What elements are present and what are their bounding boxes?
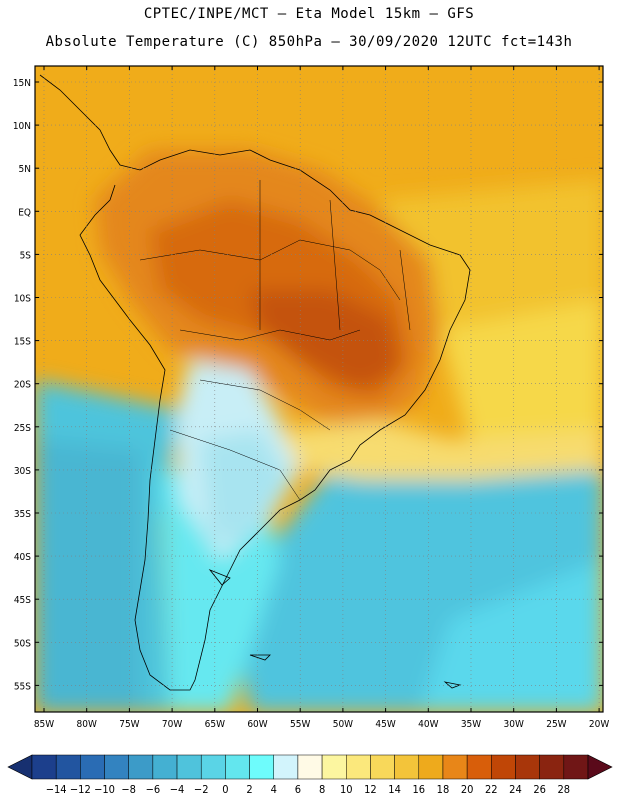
temperature-field bbox=[35, 66, 603, 712]
lon-label: 65W bbox=[205, 719, 225, 730]
lon-label: 75W bbox=[119, 719, 139, 730]
colorbar-label: 2 bbox=[246, 783, 252, 796]
graticule bbox=[35, 66, 603, 712]
plot-frame bbox=[34, 65, 604, 713]
colorbar-swatch bbox=[80, 754, 105, 780]
colorbar-swatch bbox=[515, 754, 540, 780]
colorbar-label: −4 bbox=[170, 783, 185, 796]
colorbar-label: 24 bbox=[509, 783, 522, 796]
colorbar-swatch bbox=[128, 754, 154, 780]
colorbar-swatch bbox=[491, 754, 516, 780]
lat-label: 35S bbox=[14, 509, 31, 520]
colorbar-swatch bbox=[55, 754, 81, 780]
colorbar-over-arrow bbox=[587, 754, 613, 780]
colorbar-label: −14 bbox=[46, 783, 67, 796]
lat-label: 10N bbox=[13, 121, 31, 132]
lon-label: 70W bbox=[162, 719, 182, 730]
colorbar-swatch bbox=[176, 754, 202, 780]
colorbar-label: 6 bbox=[295, 783, 301, 796]
colorbar-swatch bbox=[370, 754, 395, 780]
colorbar-swatch bbox=[273, 754, 299, 780]
lat-label: 15N bbox=[13, 78, 31, 89]
colorbar-label: 26 bbox=[533, 783, 546, 796]
colorbar-under-arrow bbox=[7, 754, 33, 780]
colorbar-swatch bbox=[225, 754, 250, 780]
lon-label: 85W bbox=[34, 719, 54, 730]
colorbar-swatch bbox=[563, 754, 589, 780]
colorbar-label: 20 bbox=[461, 783, 474, 796]
colorbar-label: 18 bbox=[437, 783, 450, 796]
lat-label: 20S bbox=[14, 380, 31, 391]
colorbar-label: −10 bbox=[94, 783, 115, 796]
lon-label: 25W bbox=[546, 719, 566, 730]
lat-label: 30S bbox=[14, 466, 31, 477]
colorbar-label: −8 bbox=[121, 783, 136, 796]
lat-label: 5S bbox=[20, 250, 32, 261]
lat-label: 5N bbox=[19, 164, 31, 175]
colorbar-swatch bbox=[418, 754, 444, 780]
lon-label: 40W bbox=[418, 719, 438, 730]
colorbar-swatch bbox=[31, 754, 57, 780]
lat-label: 45S bbox=[14, 595, 31, 606]
colorbar-label: 12 bbox=[364, 783, 377, 796]
colorbar-label: −12 bbox=[70, 783, 91, 796]
lon-label: 35W bbox=[461, 719, 481, 730]
colorbar-swatch bbox=[297, 754, 323, 780]
colorbar-label: 28 bbox=[558, 783, 571, 796]
colorbar-label: 10 bbox=[340, 783, 353, 796]
lon-label: 20W bbox=[589, 719, 609, 730]
colorbar-label: 16 bbox=[412, 783, 425, 796]
chart-title-line1: CPTEC/INPE/MCT – Eta Model 15km – GFS bbox=[143, 6, 475, 22]
colorbar-label: 0 bbox=[222, 783, 228, 796]
colorbar-swatch bbox=[346, 754, 371, 780]
colorbar-swatch bbox=[104, 754, 129, 780]
colorbar-swatch bbox=[249, 754, 274, 780]
colorbar-label: 22 bbox=[485, 783, 498, 796]
lon-label: 80W bbox=[77, 719, 97, 730]
colorbar-swatch bbox=[394, 754, 420, 780]
colorbar-swatch bbox=[442, 754, 468, 780]
colorbar-label: −2 bbox=[194, 783, 209, 796]
lat-label: EQ bbox=[18, 207, 31, 218]
lon-label: 50W bbox=[333, 719, 353, 730]
colorbar-label: 4 bbox=[271, 783, 277, 796]
lat-label: 50S bbox=[14, 638, 31, 649]
lon-label: 60W bbox=[247, 719, 267, 730]
lat-label: 55S bbox=[14, 681, 31, 692]
colorbar-swatch bbox=[539, 754, 565, 780]
lon-label: 30W bbox=[504, 719, 524, 730]
lat-label: 25S bbox=[14, 423, 31, 434]
colorbar-swatch bbox=[152, 754, 178, 780]
political-borders bbox=[139, 180, 411, 501]
chart-title-line2: Absolute Temperature (C) 850hPa – 30/09/… bbox=[45, 34, 573, 50]
colorbar-label: 8 bbox=[319, 783, 325, 796]
colorbar-swatch bbox=[200, 754, 226, 780]
colorbar: −14 −12 −10 −8 −6 −4 −2 0 2 4 6 8 10 12 14 16 18 20 22 24 26… bbox=[7, 754, 613, 796]
colorbar-swatch bbox=[321, 754, 347, 780]
lon-label: 45W bbox=[375, 719, 395, 730]
colorbar-swatch bbox=[466, 754, 492, 780]
lat-label: 40S bbox=[14, 552, 31, 563]
lat-label: 10S bbox=[14, 294, 31, 305]
latitude-labels: 15N 10N 5N EQ 5S 10S 15S 20S 25S 30S 35S 40S 45S 50S 5… bbox=[13, 78, 603, 692]
colorbar-label: 14 bbox=[388, 783, 401, 796]
lon-label: 55W bbox=[290, 719, 310, 730]
longitude-labels: 85W 80W 75W 70W 65W 60W 55W 50W 45W 40W 35W 30W 25W 2… bbox=[34, 66, 609, 730]
colorbar-label: −6 bbox=[146, 783, 161, 796]
lat-label: 15S bbox=[14, 337, 31, 348]
